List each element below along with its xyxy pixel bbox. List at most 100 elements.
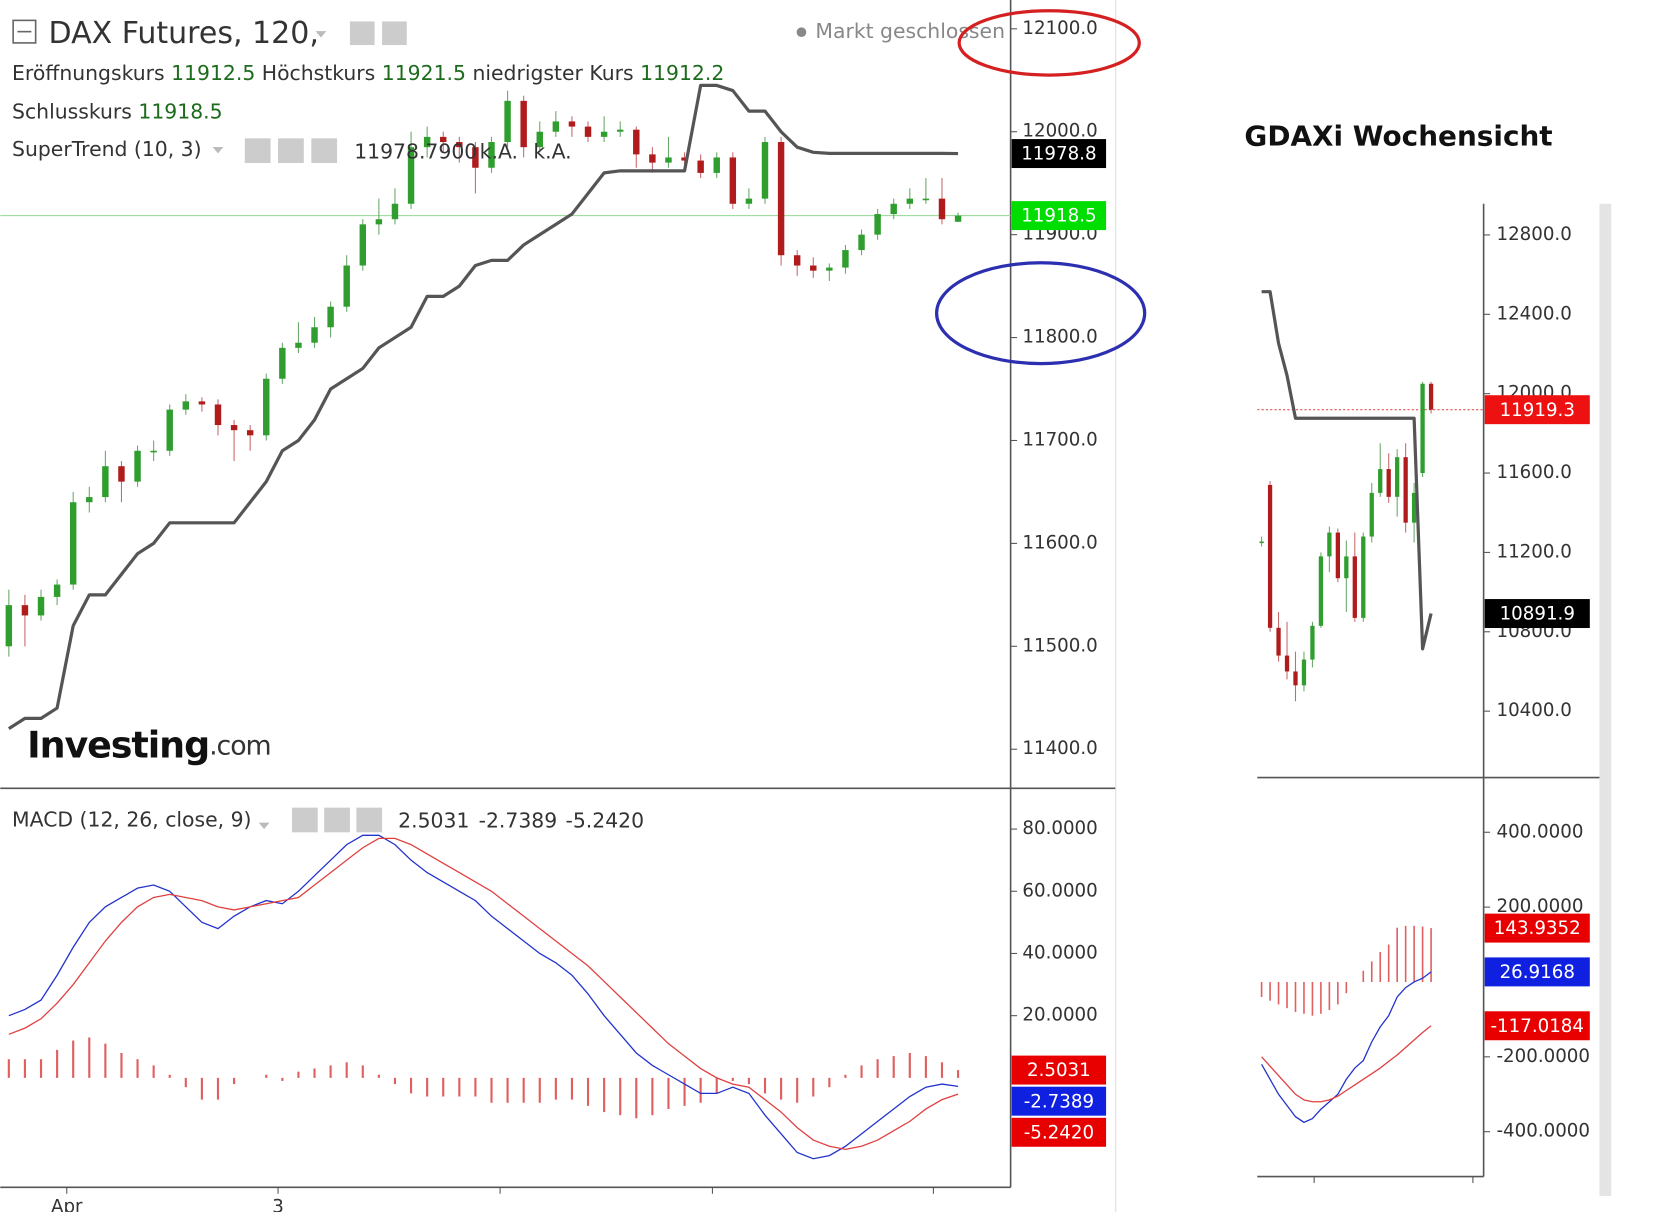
eye-icon[interactable] (244, 138, 271, 164)
market-status: Markt geschlossen (815, 19, 1005, 43)
close-icon[interactable] (356, 807, 383, 833)
candle-body (1276, 627, 1281, 656)
supertrend-line (7, 83, 959, 731)
candle-body (1369, 492, 1374, 537)
collapse-icon[interactable] (12, 19, 37, 44)
candle-body (1352, 556, 1357, 618)
candle-body (1267, 484, 1273, 628)
candle-body (102, 466, 109, 498)
candle-body (263, 378, 270, 436)
settings-icon[interactable] (278, 138, 304, 164)
candle-body (1318, 556, 1324, 626)
price-tag (1484, 599, 1590, 629)
price-tag (1011, 1055, 1107, 1085)
candle-body (246, 430, 254, 436)
eye-icon[interactable] (291, 807, 318, 833)
candle-body (279, 347, 286, 379)
x-tick-label: 3 (272, 1197, 284, 1212)
candle-body (906, 198, 914, 204)
indicator-line (8, 834, 959, 1160)
y-tick-label: 40.0000 (1022, 942, 1097, 963)
dropdown-arrow[interactable] (212, 146, 224, 154)
supertrend-line (1261, 290, 1433, 651)
label: Höchstkurs (262, 61, 376, 85)
candle-body (954, 215, 962, 222)
y-tick-label: 11600.0 (1496, 462, 1571, 483)
indicator-value: k.A. (480, 139, 518, 163)
candle-body (681, 157, 688, 161)
y-tick-label: 400.0000 (1496, 821, 1583, 842)
candle-body (472, 147, 479, 168)
candle-body (118, 466, 125, 482)
close-legend: Schlusskurs 11918.5 (12, 100, 223, 124)
value: 11921.5 (382, 61, 466, 85)
price-tag-label: -2.7389 (1024, 1091, 1094, 1112)
value: 11912.2 (640, 61, 724, 85)
candle-body (1428, 383, 1434, 410)
candle-body (488, 142, 495, 168)
macd-value: -2.7389 (479, 809, 558, 833)
candle-body (407, 147, 415, 204)
price-tag-label: 26.9168 (1500, 962, 1575, 983)
candle-body (69, 502, 77, 585)
dropdown-arrow[interactable] (315, 31, 327, 38)
price-tag-label: 2.5031 (1027, 1060, 1091, 1081)
y-tick-label: -200.0000 (1496, 1046, 1590, 1067)
candle-body (134, 450, 141, 482)
x-tick-label: Apr (51, 1197, 83, 1212)
indicator-value: k.A. (533, 139, 571, 163)
candle-body (1259, 541, 1264, 544)
candle-body (1284, 655, 1290, 672)
y-tick-label: 60.0000 (1022, 880, 1097, 901)
value: 11912.5 (171, 61, 255, 85)
price-tag (1011, 139, 1107, 169)
y-tick-label: 12000.0 (1022, 121, 1097, 142)
y-tick-label: 11800.0 (1022, 327, 1097, 348)
close-icon[interactable] (311, 138, 338, 164)
settings-icon[interactable] (382, 21, 407, 46)
y-tick-label: 10400.0 (1496, 700, 1571, 721)
candle-body (86, 497, 93, 503)
y-tick-label: 200.0000 (1496, 896, 1583, 917)
price-tag-label: -117.0184 (1490, 1016, 1584, 1037)
candle-body (665, 157, 672, 163)
candle-body (649, 154, 656, 163)
candle-body (938, 198, 946, 220)
candle-body (359, 224, 367, 266)
price-tag-label: 143.9352 (1494, 918, 1581, 939)
eye-icon[interactable] (349, 21, 375, 46)
texts: DAX Futures, 120, Markt geschlossen Eröf… (12, 16, 1553, 1212)
candle-body (37, 596, 45, 616)
logo-word: Investing (27, 723, 209, 766)
macd-value: 2.5031 (398, 809, 469, 833)
candle-body (182, 401, 190, 410)
y-tick-label: 80.0000 (1022, 818, 1097, 839)
y-tick-label: 11400.0 (1022, 738, 1097, 759)
candle-body (761, 142, 769, 199)
candle-body (729, 157, 737, 204)
candle-body (520, 100, 527, 148)
overlay: 11978.8 11918.5 2.5031 -2.7389 -5.2420 10891.… (1011, 139, 1590, 1147)
candle-body (343, 265, 350, 307)
dropdown-arrow[interactable] (258, 822, 270, 830)
candle-body (874, 214, 881, 235)
ohlc-legend: Eröffnungskurs 11912.5 Höchstkurs 11921.… (12, 61, 724, 85)
label: Schlusskurs (12, 100, 132, 124)
candle-body (922, 198, 930, 201)
candle-body (295, 342, 302, 348)
candle-body (745, 198, 753, 204)
price-tag (1484, 395, 1590, 425)
indicator-line (1261, 1025, 1432, 1103)
candle-body (568, 121, 576, 127)
candle-body (1386, 469, 1391, 497)
candle-body (600, 131, 608, 137)
logo: Investing.com (27, 723, 270, 766)
candle-body (1344, 556, 1349, 579)
y-tick-label: 11700.0 (1022, 429, 1097, 450)
price-tag (1011, 1117, 1107, 1147)
highlight-circle (935, 261, 1147, 366)
settings-icon[interactable] (324, 807, 350, 833)
chart-title: DAX Futures, 120, (49, 16, 319, 51)
candle-body (504, 100, 511, 143)
